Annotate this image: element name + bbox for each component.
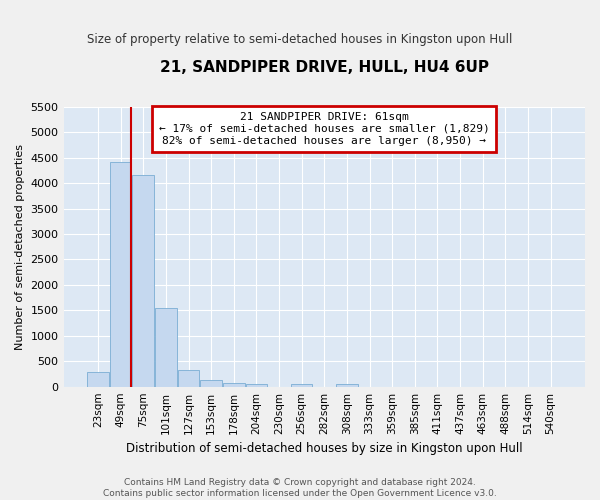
Title: 21, SANDPIPER DRIVE, HULL, HU4 6UP: 21, SANDPIPER DRIVE, HULL, HU4 6UP xyxy=(160,60,489,75)
Bar xyxy=(110,162,131,386)
Bar xyxy=(336,384,358,386)
Bar xyxy=(155,308,176,386)
Bar xyxy=(200,380,222,386)
Bar xyxy=(178,370,199,386)
Text: 21 SANDPIPER DRIVE: 61sqm
← 17% of semi-detached houses are smaller (1,829)
82% : 21 SANDPIPER DRIVE: 61sqm ← 17% of semi-… xyxy=(159,112,490,146)
Text: Contains HM Land Registry data © Crown copyright and database right 2024.
Contai: Contains HM Land Registry data © Crown c… xyxy=(103,478,497,498)
Y-axis label: Number of semi-detached properties: Number of semi-detached properties xyxy=(15,144,25,350)
Bar xyxy=(291,384,313,386)
Bar xyxy=(133,176,154,386)
Bar xyxy=(223,382,245,386)
Text: Size of property relative to semi-detached houses in Kingston upon Hull: Size of property relative to semi-detach… xyxy=(88,32,512,46)
Bar xyxy=(87,372,109,386)
X-axis label: Distribution of semi-detached houses by size in Kingston upon Hull: Distribution of semi-detached houses by … xyxy=(126,442,523,455)
Bar xyxy=(245,384,267,386)
